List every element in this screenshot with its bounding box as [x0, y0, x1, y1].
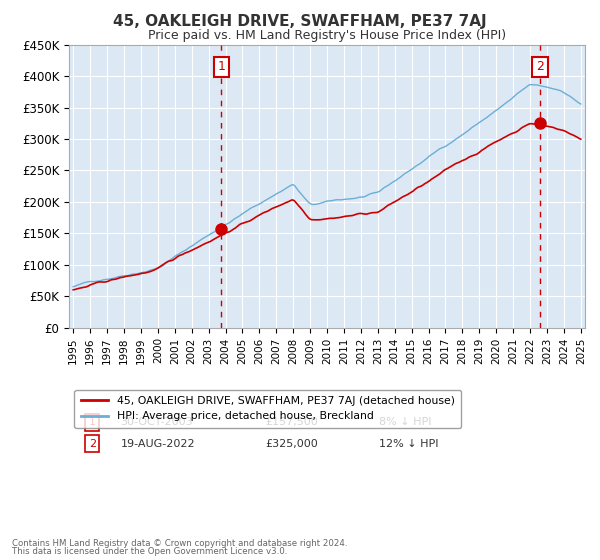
Legend: 45, OAKLEIGH DRIVE, SWAFFHAM, PE37 7AJ (detached house), HPI: Average price, det: 45, OAKLEIGH DRIVE, SWAFFHAM, PE37 7AJ (… — [74, 390, 461, 428]
Text: £157,500: £157,500 — [265, 417, 318, 427]
Text: This data is licensed under the Open Government Licence v3.0.: This data is licensed under the Open Gov… — [12, 547, 287, 556]
Text: £325,000: £325,000 — [265, 438, 318, 449]
Text: 2: 2 — [536, 60, 544, 73]
Text: 1: 1 — [89, 417, 96, 427]
Text: 19-AUG-2022: 19-AUG-2022 — [121, 438, 195, 449]
Text: 30-OCT-2003: 30-OCT-2003 — [121, 417, 193, 427]
Text: 12% ↓ HPI: 12% ↓ HPI — [379, 438, 438, 449]
Text: Contains HM Land Registry data © Crown copyright and database right 2024.: Contains HM Land Registry data © Crown c… — [12, 539, 347, 548]
Text: 1: 1 — [217, 60, 225, 73]
Text: 45, OAKLEIGH DRIVE, SWAFFHAM, PE37 7AJ: 45, OAKLEIGH DRIVE, SWAFFHAM, PE37 7AJ — [113, 14, 487, 29]
Text: 2: 2 — [89, 438, 96, 449]
Text: 8% ↓ HPI: 8% ↓ HPI — [379, 417, 431, 427]
Title: Price paid vs. HM Land Registry's House Price Index (HPI): Price paid vs. HM Land Registry's House … — [148, 29, 506, 42]
